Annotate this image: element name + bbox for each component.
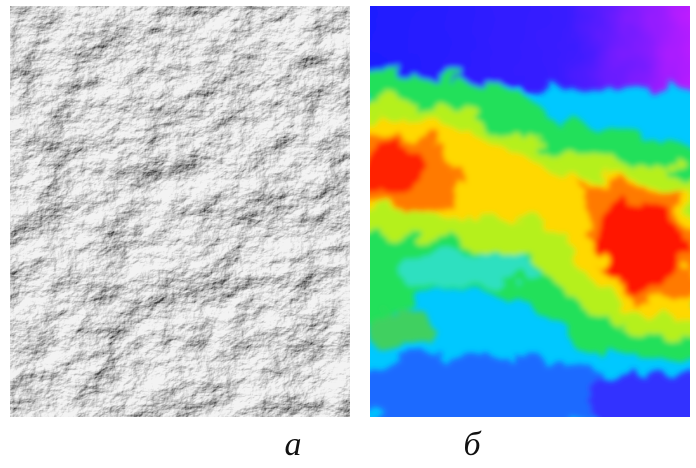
grayscale-relief-image <box>10 6 350 417</box>
figure: а б <box>0 0 696 468</box>
panel-label: б <box>463 426 482 463</box>
color-elevation-image <box>340 0 696 435</box>
page: а б (() => { const data = JSON.parse(doc… <box>0 0 696 468</box>
panel-label: а <box>285 426 302 463</box>
